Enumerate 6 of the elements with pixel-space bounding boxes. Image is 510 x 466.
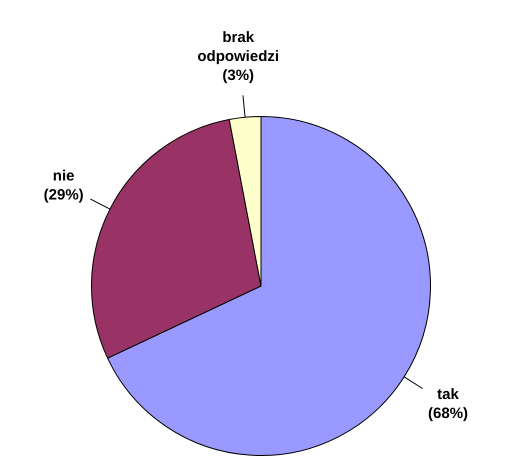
slice-label: brak odpowiedzi	[197, 29, 280, 66]
data-label: (29%)	[44, 186, 84, 204]
slice-label: tak	[437, 386, 460, 403]
data-label: (68%)	[428, 404, 468, 422]
data-label: (3%)	[222, 67, 254, 84]
slice-label: nie	[52, 168, 74, 185]
